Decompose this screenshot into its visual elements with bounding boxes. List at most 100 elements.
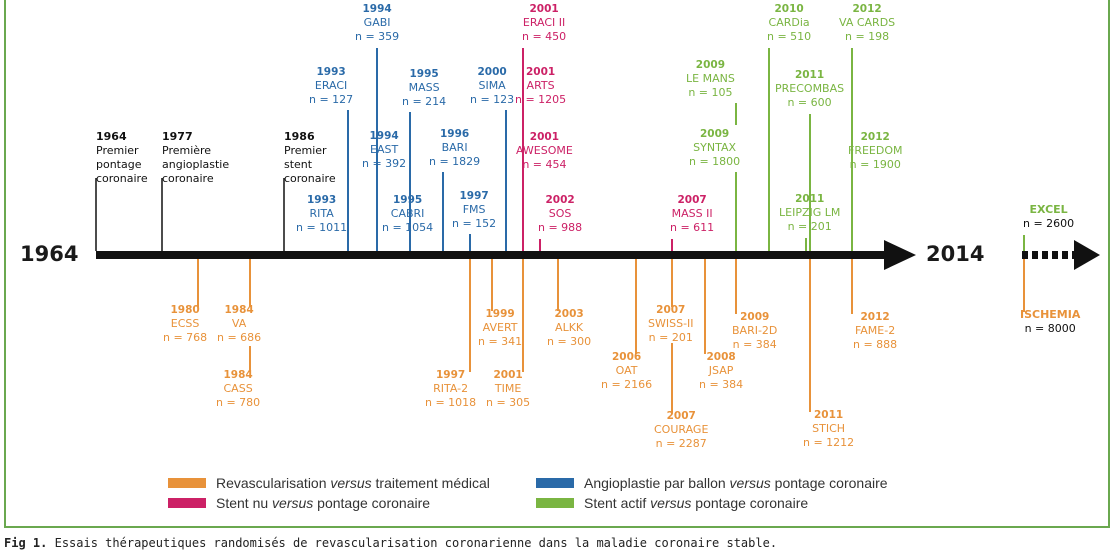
event-year: 2009 <box>699 128 730 140</box>
event-description-line: Premier <box>284 144 327 157</box>
timeline-extension-dashes <box>1022 251 1078 259</box>
event-swiss2: 2007 SWISS-II n = 201 <box>648 303 694 345</box>
event-title: VA CARDS <box>839 16 896 29</box>
event-title: AVERT <box>482 321 518 334</box>
event-year: 1995 <box>409 68 439 80</box>
event-lemans: 2009 LE MANS n = 105 <box>686 58 735 100</box>
event-sample-size: n = 888 <box>853 338 898 351</box>
event-year: 2009 <box>740 311 770 323</box>
event-sample-size: n = 600 <box>787 96 832 109</box>
event-sample-size: n = 384 <box>732 338 777 351</box>
event-east: 1994 EAST n = 392 <box>362 129 406 171</box>
event-year: 2011 <box>813 409 844 421</box>
event-year: 2001 <box>529 3 559 15</box>
event-title: CARDia <box>768 16 810 29</box>
event-bari2d: 2009 BARI-2D n = 384 <box>732 310 777 352</box>
timeline-bar <box>96 251 888 259</box>
event-title: ERACI <box>314 79 348 92</box>
event-year: 1997 <box>459 190 489 202</box>
event-year: 2007 <box>666 410 696 422</box>
event-ischemia: ISCHEMIA n = 8000 <box>1020 308 1080 336</box>
event-sample-size: n = 1054 <box>382 221 434 234</box>
event-sample-size: n = 988 <box>538 221 583 234</box>
event-title: JSAP <box>708 364 734 377</box>
event-title: EAST <box>370 143 399 156</box>
event-title: CABRI <box>390 207 425 220</box>
event-description-line: Première <box>162 144 212 157</box>
event-year: 2011 <box>794 69 825 81</box>
event-sample-size: n = 510 <box>767 30 812 43</box>
event-arts: 2001 ARTS n = 1205 <box>515 65 566 107</box>
event-sample-size: n = 300 <box>547 335 592 348</box>
event-year: 1980 <box>170 304 200 316</box>
event-gabi: 1994 GABI n = 359 <box>355 2 399 44</box>
event-title: FAME-2 <box>854 324 896 337</box>
extension-arrowhead <box>1074 240 1100 270</box>
event-sample-size: n = 392 <box>362 157 407 170</box>
legend-item-green: Stent actif versus pontage coronaire <box>536 494 808 512</box>
event-sample-size: n = 201 <box>787 220 832 233</box>
event-title: SIMA <box>478 79 506 92</box>
event-oat: 2006 OAT n = 2166 <box>601 350 652 392</box>
event-mass2: 2007 MASS II n = 611 <box>670 193 714 235</box>
event-title: BARI-2D <box>732 324 778 337</box>
event-title: PRECOMBAS <box>775 82 845 95</box>
event-sample-size: n = 768 <box>163 331 208 344</box>
figure-caption: Fig 1. Essais thérapeutiques randomisés … <box>4 536 1114 550</box>
event-title: BARI <box>441 141 468 154</box>
event-year: 1994 <box>362 3 392 15</box>
legend-label-blue: Angioplastie par ballon versus pontage c… <box>584 475 888 491</box>
event-sample-size: n = 127 <box>309 93 354 106</box>
legend-swatch-orange <box>168 478 206 488</box>
event-cardia: 2010 CARDia n = 510 <box>767 2 811 44</box>
event-year: 2007 <box>656 304 686 316</box>
event-avert: 1999 AVERT n = 341 <box>478 307 522 349</box>
event-title: STICH <box>812 422 846 435</box>
event-year: 1984 <box>223 369 253 381</box>
event-va: 1984 VA n = 686 <box>217 303 261 345</box>
event-title: FMS <box>462 203 486 216</box>
event-e1977: 1977 Première angioplastie coronaire <box>162 130 229 186</box>
event-title: EXCEL <box>1029 203 1068 216</box>
event-sample-size: n = 611 <box>670 221 715 234</box>
legend-item-red: Stent nu versus pontage coronaire <box>168 494 430 512</box>
timeline-arrowhead <box>884 240 916 270</box>
leader-lines <box>95 48 1025 413</box>
event-title: SWISS-II <box>648 317 694 330</box>
event-title: SOS <box>548 207 572 220</box>
event-title: GABI <box>363 16 391 29</box>
event-year: 2002 <box>545 194 575 206</box>
event-year: 2001 <box>525 66 556 78</box>
event-year: 1984 <box>224 304 254 316</box>
event-title: FREEDOM <box>848 144 903 157</box>
event-year: 2003 <box>554 308 584 320</box>
event-year: 1999 <box>485 308 515 320</box>
event-sample-size: n = 2287 <box>655 437 707 450</box>
legend-label-green: Stent actif versus pontage coronaire <box>584 495 809 511</box>
event-year: 1986 <box>284 130 315 143</box>
event-year: 1964 <box>96 130 127 143</box>
event-year: 1997 <box>435 369 466 381</box>
event-title: TIME <box>494 382 522 395</box>
event-cass: 1984 CASS n = 780 <box>216 368 260 410</box>
event-description-line: coronaire <box>284 172 336 185</box>
event-title: LE MANS <box>686 72 735 85</box>
event-description-line: pontage <box>96 158 142 171</box>
event-title: ECSS <box>170 317 200 330</box>
legend-label-orange: Revascularisation versus traitement médi… <box>216 475 490 491</box>
event-sample-size: n = 152 <box>452 217 497 230</box>
event-eraci: 1993 ERACI n = 127 <box>309 65 353 107</box>
event-year: 2012 <box>860 131 890 143</box>
event-rita2: 1997 RITA-2 n = 1018 <box>425 368 476 410</box>
event-title: LEIPZIG LM <box>779 206 841 219</box>
event-title: ERACI II <box>522 16 566 29</box>
event-sample-size: n = 214 <box>402 95 447 108</box>
legend-item-blue: Angioplastie par ballon versus pontage c… <box>536 474 888 492</box>
legend-item-orange: Revascularisation versus traitement médi… <box>168 474 490 492</box>
event-year: 1993 <box>306 194 337 206</box>
event-awesome: 2001 AWESOME n = 454 <box>516 130 573 172</box>
timeline-end-label: 2014 <box>926 242 985 266</box>
event-year: 1994 <box>369 130 399 142</box>
